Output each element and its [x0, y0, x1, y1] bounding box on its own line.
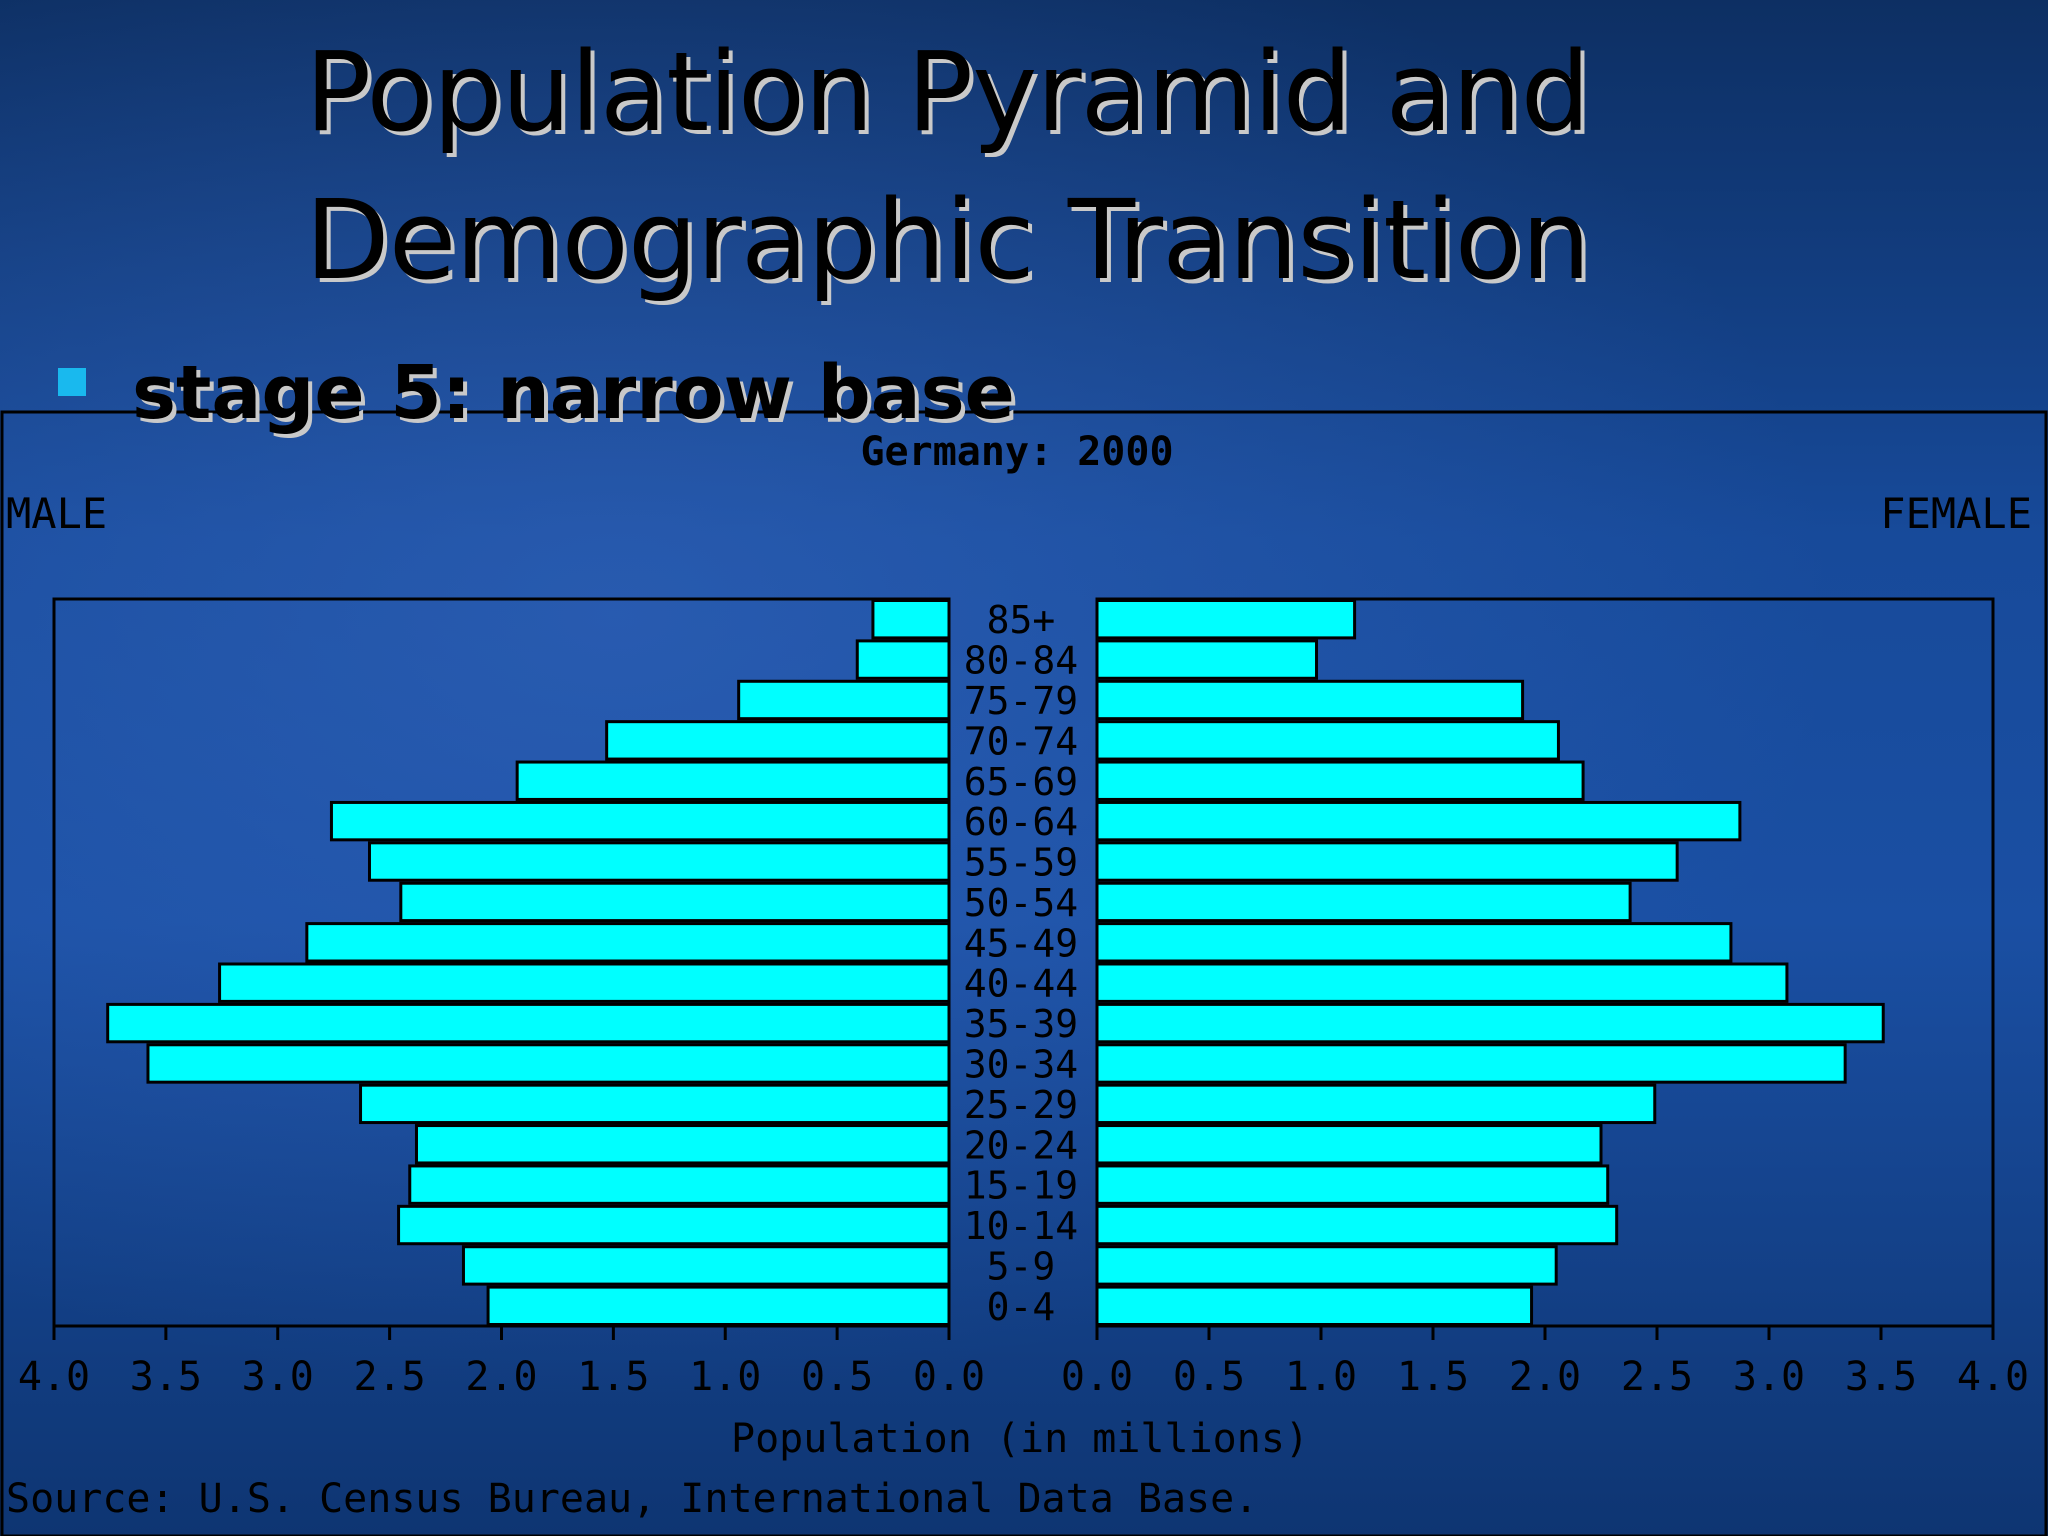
age-group-label: 50-54	[964, 881, 1078, 925]
male-bar	[605, 720, 951, 761]
x-tick-label: 1.0	[689, 1354, 761, 1400]
female-bar	[1095, 599, 1357, 640]
female-bar	[1095, 841, 1679, 882]
x-tick-label: 4.0	[18, 1354, 90, 1400]
female-bar	[1095, 1164, 1610, 1205]
x-axis-label: Population (in millions)	[731, 1416, 1309, 1462]
slide-title-line1: Population Pyramid and	[305, 28, 1590, 156]
x-tick-label: 0.0	[1061, 1354, 1133, 1400]
female-label: FEMALE	[1880, 489, 2032, 538]
age-group-label: 80-84	[964, 639, 1078, 683]
age-group-label: 20-24	[964, 1123, 1078, 1167]
x-tick-label: 3.5	[1845, 1354, 1917, 1400]
female-bar	[1095, 800, 1742, 842]
chart-panel-border	[0, 410, 2048, 1536]
female-bar	[1095, 760, 1585, 801]
x-tick-label: 4.0	[1957, 1354, 2029, 1400]
age-group-label: 5-9	[987, 1244, 1056, 1288]
male-bar	[461, 1245, 951, 1286]
female-bar	[1095, 679, 1525, 721]
age-group-label: 25-29	[964, 1083, 1078, 1127]
female-bar	[1095, 1002, 1885, 1044]
female-bar	[1095, 881, 1632, 923]
x-tick-label: 2.0	[1509, 1354, 1581, 1400]
male-bar	[329, 800, 951, 842]
male-bar	[871, 599, 951, 640]
male-bar	[515, 760, 951, 801]
female-bar	[1095, 639, 1319, 680]
ticks-layer: 4.0 3.5 3.0 2.5 2.0 1.5 1.0 0.5 0.0 0.0 0.5 1.0 1.5 2…	[18, 1326, 2029, 1400]
male-bar	[486, 1285, 951, 1326]
female-bar	[1095, 922, 1733, 963]
female-bar	[1095, 1083, 1657, 1125]
age-group-label: 85+	[987, 598, 1056, 642]
age-group-label: 65-69	[964, 760, 1078, 804]
age-group-label: 60-64	[964, 800, 1078, 844]
bars-layer: 85+80-8475-7970-7465-6960-6455-5950-5445…	[106, 598, 1885, 1329]
male-bar	[146, 1043, 951, 1084]
source-note: Source: U.S. Census Bureau, Internationa…	[6, 1476, 1258, 1522]
female-bar	[1095, 1043, 1847, 1084]
x-tick-label: 0.5	[801, 1354, 873, 1400]
age-group-label: 30-34	[964, 1042, 1078, 1086]
x-tick-label: 2.0	[465, 1354, 537, 1400]
male-bar	[359, 1083, 951, 1125]
female-bar	[1095, 1124, 1603, 1165]
bullet-square-icon	[58, 368, 86, 396]
age-group-label: 10-14	[964, 1204, 1078, 1248]
x-tick-label: 1.0	[1285, 1354, 1357, 1400]
male-bar	[106, 1002, 951, 1044]
female-bar	[1095, 1285, 1534, 1326]
female-bar	[1095, 962, 1789, 1003]
chart-title: Germany: 2000	[860, 429, 1173, 475]
x-tick-label: 3.5	[130, 1354, 202, 1400]
x-tick-label: 2.5	[1621, 1354, 1693, 1400]
age-group-label: 45-49	[964, 921, 1078, 965]
slide-title-line2: Demographic Transition	[305, 176, 1591, 304]
male-bar	[399, 881, 951, 923]
slide-title: Population Pyramid and Demographic Trans…	[305, 18, 1805, 314]
age-group-label: 35-39	[964, 1002, 1078, 1046]
x-tick-label: 2.5	[354, 1354, 426, 1400]
x-tick-label: 3.0	[242, 1354, 314, 1400]
male-bar	[414, 1124, 951, 1165]
male-bar	[855, 639, 951, 680]
male-bar	[218, 962, 951, 1003]
x-tick-label: 0.5	[1173, 1354, 1245, 1400]
male-label: MALE	[6, 489, 107, 538]
male-bar	[367, 841, 951, 882]
x-tick-label: 1.5	[577, 1354, 649, 1400]
male-bar	[397, 1204, 951, 1246]
age-group-label: 70-74	[964, 719, 1078, 763]
age-group-label: 15-19	[964, 1164, 1078, 1208]
male-bar	[737, 679, 951, 721]
female-bar	[1095, 720, 1560, 761]
x-tick-label: 3.0	[1733, 1354, 1805, 1400]
female-bar	[1095, 1245, 1558, 1286]
male-bar	[408, 1164, 951, 1205]
female-bar	[1095, 1204, 1619, 1246]
age-group-label: 0-4	[987, 1285, 1056, 1329]
bullet-text: stage 5: narrow base	[132, 350, 1015, 436]
age-group-label: 55-59	[964, 841, 1078, 885]
age-group-label: 75-79	[964, 679, 1078, 723]
x-tick-label: 1.5	[1397, 1354, 1469, 1400]
age-group-label: 40-44	[964, 962, 1078, 1006]
male-bar	[305, 922, 951, 963]
x-tick-label: 0.0	[913, 1354, 985, 1400]
